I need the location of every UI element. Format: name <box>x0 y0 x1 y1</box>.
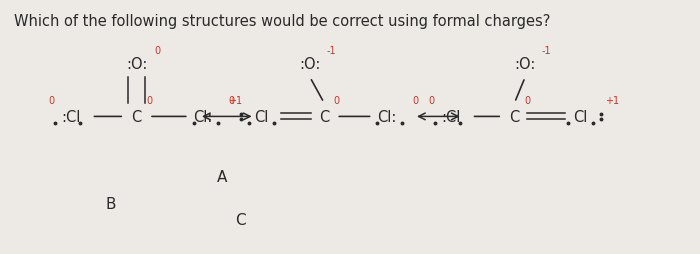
Text: +1: +1 <box>605 96 619 106</box>
Text: :O:: :O: <box>514 57 536 72</box>
Text: :O:: :O: <box>300 57 321 72</box>
Text: 0: 0 <box>48 96 55 106</box>
Text: 0: 0 <box>333 96 340 106</box>
Text: C: C <box>132 109 142 124</box>
Text: :O:: :O: <box>126 57 147 72</box>
Text: C: C <box>510 109 520 124</box>
Text: 0: 0 <box>146 96 152 106</box>
Text: Cl:: Cl: <box>193 109 212 124</box>
Text: Which of the following structures would be correct using formal charges?: Which of the following structures would … <box>14 14 550 29</box>
Text: 0: 0 <box>428 96 435 106</box>
Text: 0: 0 <box>155 45 160 55</box>
Text: 0: 0 <box>412 96 419 106</box>
Text: C: C <box>235 213 246 227</box>
Text: A: A <box>217 170 227 185</box>
Text: :Cl: :Cl <box>61 109 80 124</box>
Text: Cl: Cl <box>573 109 588 124</box>
Text: C: C <box>318 109 329 124</box>
Text: -1: -1 <box>541 45 551 55</box>
Text: Cl: Cl <box>254 109 269 124</box>
Text: 0: 0 <box>524 96 530 106</box>
Text: -1: -1 <box>326 45 336 55</box>
Text: B: B <box>106 196 116 211</box>
Text: Cl:: Cl: <box>377 109 396 124</box>
Text: +1: +1 <box>228 96 242 106</box>
Text: 0: 0 <box>229 96 234 106</box>
Text: :Cl: :Cl <box>441 109 461 124</box>
